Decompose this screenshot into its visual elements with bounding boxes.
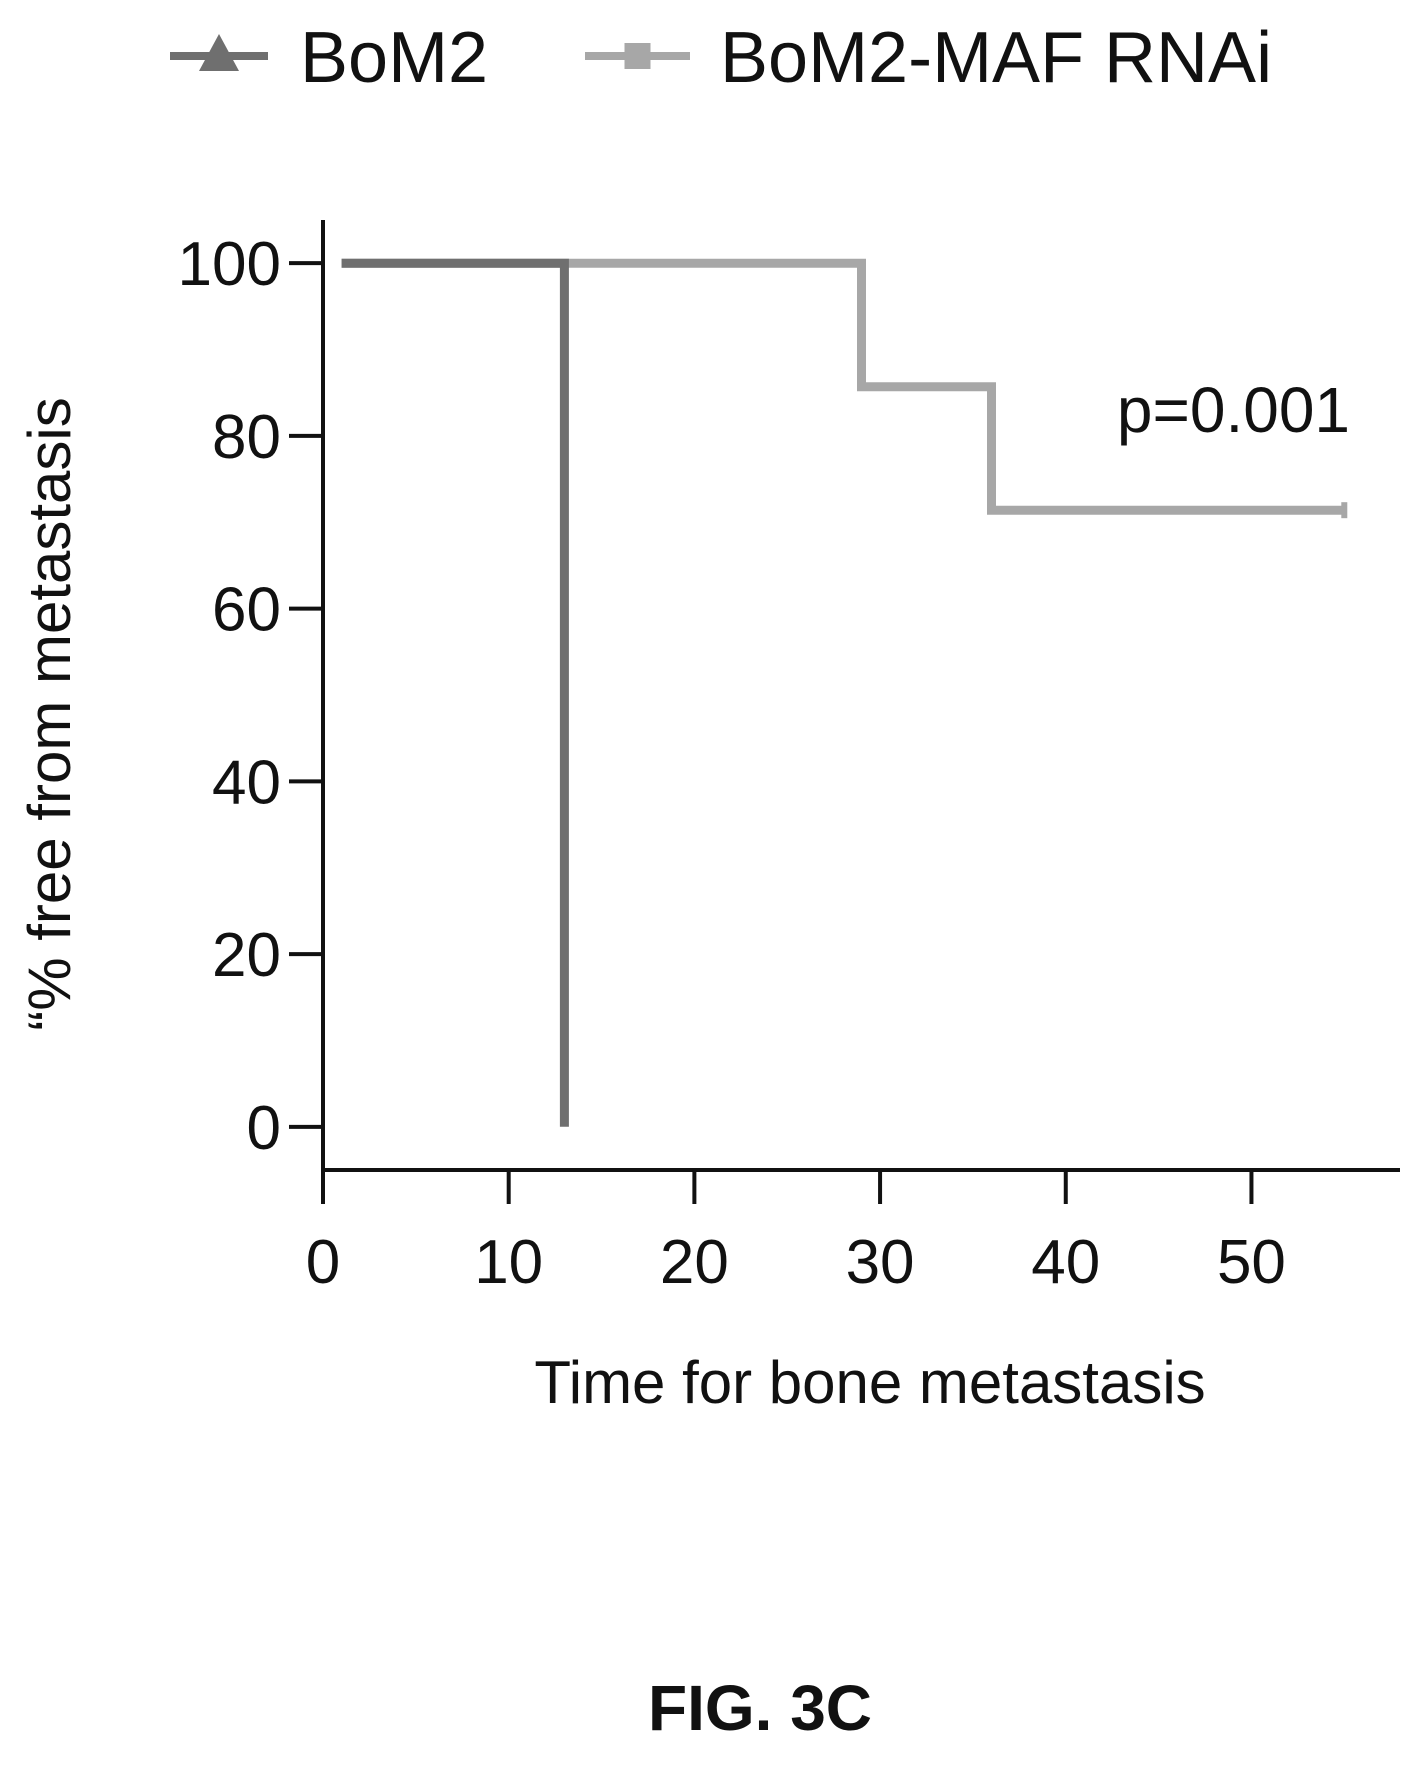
- legend-label-bom2-maf-rnai: BoM2-MAF RNAi: [720, 18, 1272, 98]
- y-ticks: 0 20 40 60 80 100: [178, 230, 323, 1163]
- series-layer: [341, 258, 1348, 1127]
- figure-caption: FIG. 3C: [648, 1672, 872, 1744]
- x-tick-label: 40: [1031, 1228, 1100, 1297]
- series-line-bom2-maf-rnai: [341, 258, 1345, 515]
- x-tick-label: 10: [474, 1228, 543, 1297]
- x-tick-label: 20: [660, 1228, 729, 1297]
- y-axis-title: “% free from metastasis: [16, 397, 83, 1031]
- x-tick-label: 30: [846, 1228, 915, 1297]
- legend-label-bom2: BoM2: [300, 18, 488, 98]
- legend-square-marker-bom2-maf-rnai: [624, 43, 651, 69]
- y-tick-label: 60: [212, 576, 281, 645]
- legend-triangle-marker-bom2: [199, 34, 239, 71]
- x-ticks: 0 10 20 30 40 50: [306, 1170, 1286, 1297]
- series-line-bom2: [341, 258, 569, 1127]
- x-tick-label: 0: [306, 1228, 340, 1297]
- y-tick-label: 100: [178, 230, 281, 299]
- x-axis-title: Time for bone metastasis: [534, 1349, 1205, 1416]
- axes: [321, 220, 1400, 1172]
- annotation-p-value: p=0.001: [1117, 374, 1350, 446]
- y-tick-label: 20: [212, 921, 281, 990]
- y-tick-label: 0: [247, 1094, 281, 1163]
- x-tick-label: 50: [1217, 1228, 1286, 1297]
- y-tick-label: 40: [212, 748, 281, 817]
- legend: BoM2 BoM2-MAF RNAi: [170, 18, 1272, 98]
- y-tick-label: 80: [212, 403, 281, 472]
